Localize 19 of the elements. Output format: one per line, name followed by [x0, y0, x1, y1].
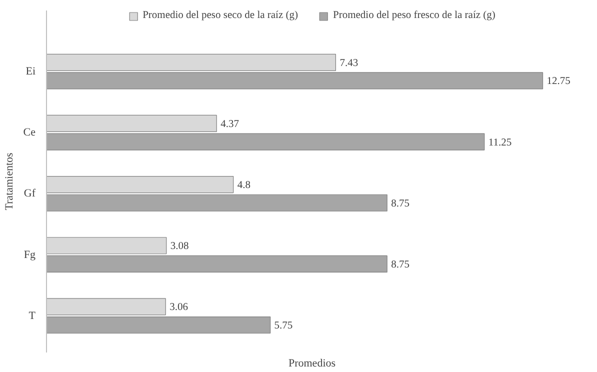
y-axis-title: Tratamientos — [3, 152, 16, 210]
data-label: 4.8 — [237, 180, 250, 192]
data-label: 5.75 — [274, 320, 293, 332]
y-tick-label: Fg — [24, 248, 36, 261]
data-label: 12.75 — [546, 76, 570, 88]
x-axis-title: Promedios — [288, 358, 336, 370]
data-label: 8.75 — [391, 259, 410, 270]
data-label: 11.25 — [488, 137, 512, 148]
data-label: 8.75 — [391, 198, 410, 210]
y-tick-label: Ei — [26, 66, 36, 78]
data-label: 4.37 — [220, 118, 239, 130]
data-label: 7.43 — [340, 58, 358, 69]
y-tick-label: Ce — [23, 126, 36, 139]
y-tick-label: Gf — [24, 188, 36, 200]
data-label: 3.06 — [170, 302, 188, 314]
legend-label: Promedio del peso seco de la raíz (g) — [142, 10, 298, 21]
data-label: 3.08 — [170, 241, 189, 252]
y-tick-label: T — [28, 310, 36, 322]
legend-label: Promedio del peso fresco de la raíz (g) — [333, 10, 496, 21]
